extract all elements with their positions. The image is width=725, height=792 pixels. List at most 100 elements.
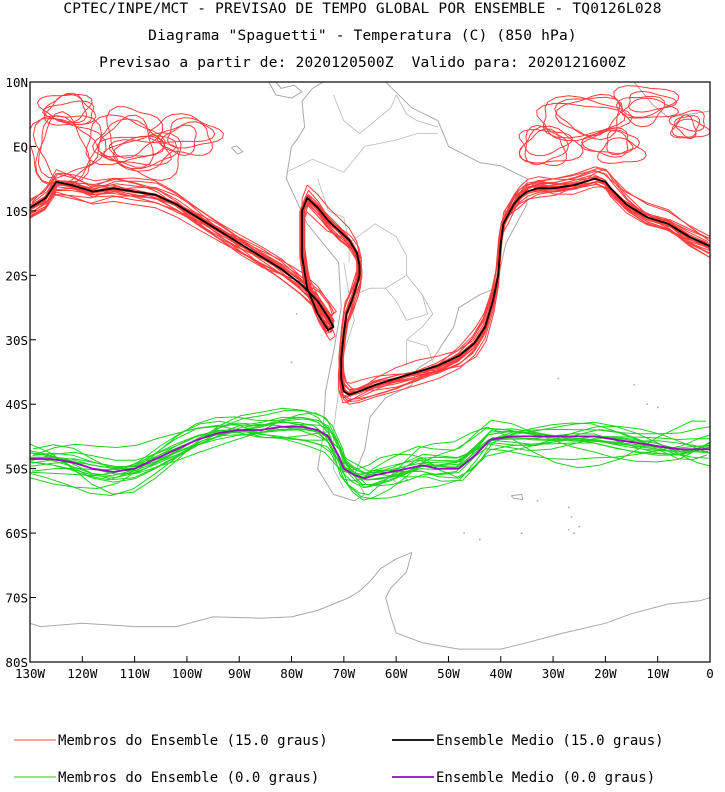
country-border — [286, 133, 438, 173]
x-tick-label: 90W — [228, 666, 251, 681]
x-tick-label: 130W — [15, 666, 46, 681]
island-dot — [656, 406, 659, 409]
x-tick-label: 120W — [67, 666, 98, 681]
member-line-15 — [30, 175, 710, 395]
member-line-15 — [30, 169, 710, 391]
island-dot — [633, 383, 636, 386]
member-contour-15 — [106, 106, 164, 159]
country-border — [348, 223, 407, 296]
member-line-0 — [30, 420, 710, 478]
x-tick-label: 110W — [120, 666, 151, 681]
y-tick-label: 10S — [5, 204, 28, 219]
member-contour-15 — [112, 132, 182, 182]
member-line-0 — [33, 422, 710, 500]
legend-label: Membros do Ensemble (0.0 graus) — [58, 770, 319, 786]
member-contour-15 — [147, 113, 216, 143]
member-line-0 — [30, 416, 710, 489]
member-line-15 — [30, 180, 710, 394]
x-tick-label: 80W — [280, 666, 303, 681]
member-contour-15 — [671, 114, 697, 140]
island-dot — [520, 532, 523, 535]
island-dot — [567, 506, 570, 509]
x-tick-label: 40W — [489, 666, 512, 681]
member-line-15 — [30, 173, 710, 390]
member-contour-15 — [524, 124, 570, 166]
x-tick-label: 0 — [706, 666, 714, 681]
coastline — [510, 493, 524, 501]
coastline — [30, 551, 412, 628]
member-contour-15 — [621, 97, 680, 119]
ensemble-means — [30, 177, 710, 480]
y-tick-label: 30S — [5, 333, 28, 348]
coastline — [312, 82, 314, 83]
x-tick-label: 50W — [437, 666, 460, 681]
member-contour-15 — [42, 100, 95, 126]
member-line-15 — [30, 178, 710, 397]
member-contour-15 — [613, 85, 680, 118]
y-tick-label: EQ — [13, 139, 28, 154]
y-tick-label: 60S — [5, 526, 28, 541]
coastline-map — [30, 82, 710, 650]
x-tick-label: 10W — [646, 666, 669, 681]
coastline — [268, 82, 303, 99]
member-contour-15 — [627, 90, 678, 113]
member-line-15 — [30, 178, 709, 402]
member-line-15 — [30, 176, 710, 404]
legend-label: Ensemble Medio (15.0 graus) — [436, 733, 664, 749]
y-tick-label: 20S — [5, 268, 28, 283]
x-tick-label: 70W — [333, 666, 356, 681]
member-contour-15 — [108, 139, 179, 169]
x-tick-label: 30W — [542, 666, 565, 681]
chart-title-line-2: Diagrama "Spaguetti" - Temperatura (C) (… — [148, 28, 577, 44]
member-line-15 — [30, 166, 710, 405]
y-tick-label: 80S — [5, 655, 28, 670]
member-contour-15 — [92, 118, 166, 158]
member-contour-15 — [37, 115, 100, 179]
coastline — [285, 82, 528, 502]
island-dot — [567, 528, 570, 531]
member-contour-15 — [96, 135, 177, 172]
country-border — [406, 339, 434, 363]
member-contour-15 — [32, 115, 103, 186]
island-dot — [646, 403, 649, 406]
member-contour-15 — [156, 124, 197, 157]
member-contour-15 — [555, 93, 621, 141]
member-line-0 — [30, 407, 710, 501]
x-tick-label: 100W — [172, 666, 203, 681]
country-border — [317, 178, 350, 263]
member-line-0 — [31, 421, 710, 475]
chart-title-line-3: Previsao a partir de: 2020120500Z Valido… — [99, 55, 626, 71]
chart-title-line-1: CPTEC/INPE/MCT - PREVISAO DE TEMPO GLOBA… — [63, 1, 662, 17]
member-contour-15 — [615, 95, 666, 128]
member-contour-15 — [36, 93, 93, 124]
member-contour-15 — [85, 114, 166, 166]
y-tick-label: 50S — [5, 462, 28, 477]
island-dot — [463, 532, 466, 535]
member-contour-15 — [674, 115, 701, 138]
member-line-15 — [30, 180, 709, 394]
island-dot — [557, 377, 560, 380]
member-line-15 — [31, 170, 709, 403]
legend: Membros do Ensemble (15.0 graus) Ensemble… — [14, 733, 664, 786]
country-border — [385, 275, 428, 321]
member-line-0 — [30, 418, 710, 483]
country-border — [406, 294, 434, 366]
x-tick-label: 60W — [385, 666, 408, 681]
mean-line-0 — [30, 425, 710, 480]
member-contour-15 — [581, 127, 629, 158]
island-dot — [478, 538, 481, 541]
member-contour-15 — [668, 109, 705, 132]
member-contour-15 — [670, 118, 710, 139]
legend-label: Ensemble Medio (0.0 graus) — [436, 770, 655, 786]
island-dot — [573, 532, 575, 535]
island-dot — [536, 499, 539, 502]
member-line-15 — [31, 168, 709, 400]
member-contour-15 — [518, 128, 567, 167]
member-line-15 — [30, 178, 710, 384]
island-dot — [295, 313, 298, 315]
member-contour-15 — [35, 111, 91, 184]
plot-frame — [29, 81, 711, 663]
country-border — [395, 94, 439, 128]
member-line-15 — [30, 178, 710, 391]
